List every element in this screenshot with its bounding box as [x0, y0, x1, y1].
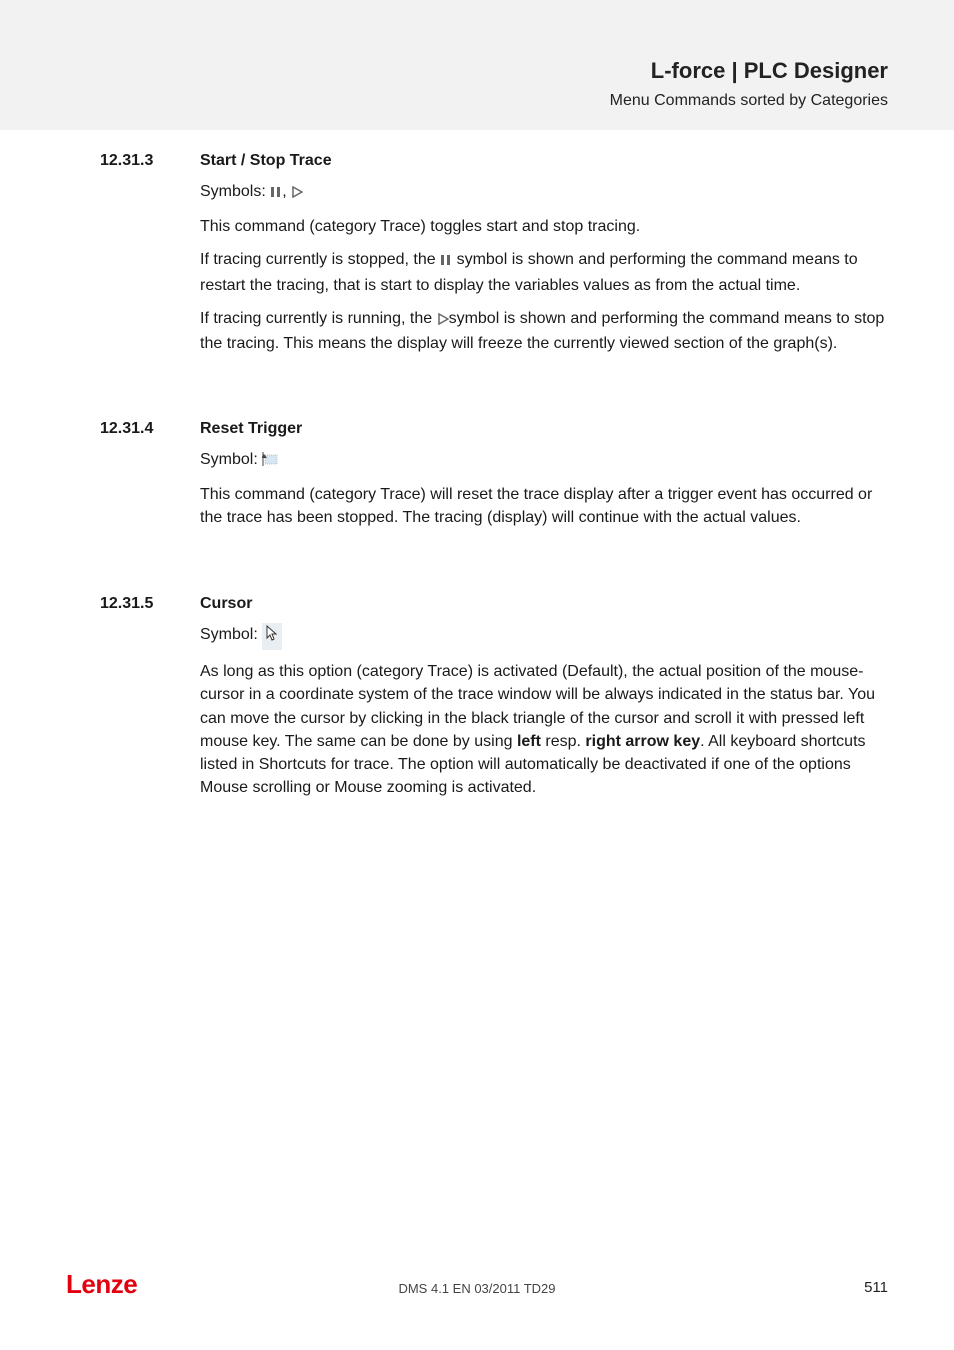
symbols-label: Symbols: — [200, 183, 266, 200]
play-icon — [291, 182, 303, 205]
pause-icon — [270, 182, 282, 205]
paragraph: This command (category Trace) toggles st… — [200, 215, 888, 238]
section-title: Reset Trigger — [200, 420, 302, 438]
play-icon — [437, 309, 449, 332]
section-title: Cursor — [200, 595, 252, 613]
bold-right: right arrow key — [585, 733, 700, 750]
footer-center: DMS 4.1 EN 03/2011 TD29 — [0, 1281, 954, 1296]
symbols-line: Symbols: , — [200, 180, 888, 205]
section-title: Start / Stop Trace — [200, 152, 332, 170]
section-body: Symbols: , This command (category Trace)… — [200, 180, 888, 355]
section-body: Symbol: This command (category Trace) wi… — [200, 448, 888, 530]
symbol-line: Symbol: — [200, 623, 888, 650]
header-title: L-force | PLC Designer — [651, 58, 888, 84]
footer-page-number: 511 — [864, 1279, 888, 1296]
page: L-force | PLC Designer Menu Commands sor… — [0, 0, 954, 1350]
paragraph: This command (category Trace) will reset… — [200, 483, 888, 529]
header-subtitle: Menu Commands sorted by Categories — [610, 92, 888, 110]
reset-trigger-icon — [262, 450, 278, 473]
comma: , — [282, 183, 291, 200]
paragraph: If tracing currently is stopped, the sym… — [200, 248, 888, 296]
section-number: 12.31.3 — [100, 152, 200, 170]
symbol-line: Symbol: — [200, 448, 888, 473]
section-body: Symbol: As long as this option (category… — [200, 623, 888, 799]
symbol-label: Symbol: — [200, 626, 258, 643]
pause-icon — [440, 250, 452, 273]
section-number: 12.31.5 — [100, 595, 200, 613]
section-reset-trigger: 12.31.4 Reset Trigger Symbol: This comma… — [100, 420, 888, 540]
section-number: 12.31.4 — [100, 420, 200, 438]
paragraph: As long as this option (category Trace) … — [200, 660, 888, 799]
section-cursor: 12.31.5 Cursor Symbol: As long as this o… — [100, 595, 888, 809]
paragraph: If tracing currently is running, the sym… — [200, 307, 888, 355]
bold-left: left — [517, 733, 541, 750]
symbol-label: Symbol: — [200, 451, 258, 468]
section-start-stop-trace: 12.31.3 Start / Stop Trace Symbols: , Th… — [100, 152, 888, 365]
cursor-icon — [262, 623, 282, 650]
